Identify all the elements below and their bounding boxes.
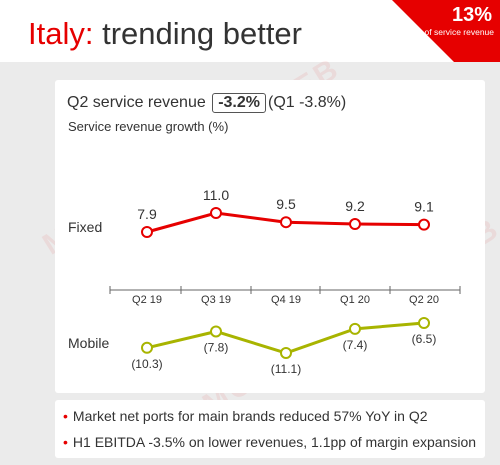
panel-heading: Q2 service revenue -3.2% (Q1 -3.8%): [67, 92, 346, 114]
fixed-series-data-label: 9.2: [345, 198, 365, 214]
panel-heading-label: Q2 service revenue: [67, 94, 206, 111]
mobile-series-point: [141, 341, 153, 354]
bullet-panel: • Market net ports for main brands reduce…: [55, 400, 485, 458]
chart-subtitle: Service revenue growth (%): [68, 119, 229, 134]
fixed-series-point: [210, 207, 222, 219]
chart-panel: [55, 80, 485, 393]
mobile-series-data-label: (11.1): [271, 362, 301, 376]
mobile-series-point: [418, 317, 430, 329]
bullet-dot: •: [63, 408, 68, 424]
page-title: Italy: trending better: [28, 14, 302, 54]
fixed-series-point: [349, 218, 361, 231]
fixed-series-point: [418, 218, 430, 231]
bullet-dot: •: [63, 434, 68, 450]
fixed-series-data-label: 7.9: [137, 206, 157, 222]
fixed-series-data-label: 9.1: [414, 199, 434, 215]
bullet-text: H1 EBITDA -3.5% on lower revenues, 1.1pp…: [72, 434, 477, 450]
corner-value: 13%: [451, 4, 492, 26]
mobile-series-point: [210, 325, 222, 338]
x-tick-label: Q2 20: [409, 294, 439, 306]
fixed-series-point: [141, 226, 153, 238]
page-title-country: Italy:: [28, 16, 94, 51]
corner-label: of service revenue: [424, 27, 494, 37]
mobile-series-point: [349, 322, 361, 335]
fixed-series-data-label: 9.5: [276, 196, 296, 212]
x-tick-label: Q2 19: [132, 294, 162, 306]
page-title-text: trending better: [93, 16, 302, 51]
mobile-series-data-label: (10.3): [131, 357, 162, 371]
bullet-item: • Market net ports for main brands reduce…: [63, 408, 428, 424]
mobile-series-data-label: (7.4): [343, 338, 368, 352]
x-tick-label: Q1 20: [340, 294, 370, 306]
fixed-series-point: [280, 216, 292, 229]
fixed-series-data-label: 11.0: [203, 187, 229, 203]
bullet-text: Market net ports for main brands reduced…: [72, 408, 428, 424]
x-tick-label: Q4 19: [271, 294, 301, 306]
mobile-series-point: [280, 347, 292, 359]
bullet-item: • H1 EBITDA -3.5% on lower revenues, 1.1p…: [63, 434, 476, 450]
fixed-row-label: Fixed: [68, 219, 103, 235]
growth-badge: -3.2%: [212, 93, 266, 113]
mobile-series-data-label: (7.8): [204, 340, 229, 354]
mobile-series-data-label: (6.5): [412, 332, 437, 346]
x-tick-label: Q3 19: [201, 294, 231, 306]
mobile-row-label: Mobile: [68, 335, 110, 351]
panel-heading-comparison: (Q1 -3.8%): [267, 94, 347, 111]
